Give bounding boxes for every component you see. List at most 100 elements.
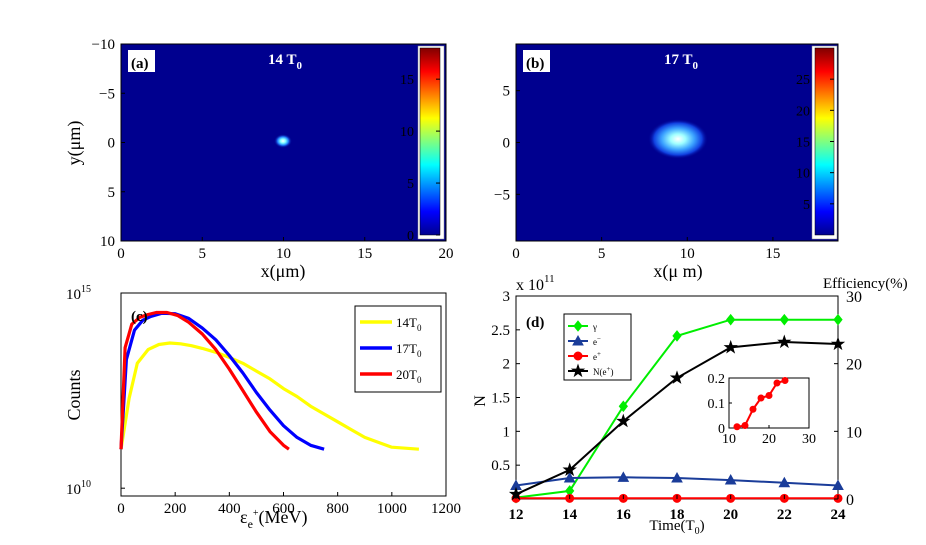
- inset-d: 10 20 30 0 0.1 0.2: [708, 372, 817, 447]
- c-xtick-label: 1000: [377, 501, 407, 517]
- a-cbtick-label: 5: [407, 177, 414, 192]
- panel-c-xlabel: εe+(MeV): [240, 507, 308, 531]
- c-xtick-label: 200: [164, 501, 187, 517]
- b-xtick-label: 5: [598, 246, 606, 262]
- c-xtick-label: 0: [117, 501, 125, 517]
- c-xtick-label: 400: [218, 501, 241, 517]
- b-cbtick-label: 5: [803, 198, 810, 213]
- d-legend-label: e+: [593, 350, 601, 362]
- inset-series-point: [757, 394, 765, 402]
- d-legend-label: γ: [592, 322, 597, 332]
- d-series-point-0: [618, 400, 628, 413]
- panel-d-y2label: Efficiency(%): [823, 276, 908, 292]
- legend-d: γ e− e+ N(e+): [563, 313, 632, 381]
- c-series-line-14t: [119, 341, 420, 451]
- c-legend-label: 20T0: [396, 367, 422, 385]
- c-ytick-label: 1010: [66, 479, 91, 498]
- panel-a-label: (a): [131, 56, 149, 72]
- d-series-point-0: [672, 330, 682, 342]
- panel-a-ylabel: y(μm): [64, 121, 85, 166]
- b-cbtick-label: 20: [796, 104, 810, 119]
- d-legend-marker: [572, 334, 584, 346]
- d-ytick-label: 1: [503, 424, 511, 440]
- c-xtick-label: 1200: [431, 501, 461, 517]
- c-xtick-label: 800: [326, 501, 349, 517]
- inset-series-point: [765, 392, 773, 399]
- inset-series-point: [773, 379, 781, 387]
- panel-b-label: (b): [526, 56, 544, 72]
- b-ytick-label: 0: [503, 136, 511, 152]
- panel-d-xlabel: Time(T0): [649, 518, 704, 537]
- inset-d-frame: [728, 377, 810, 429]
- panel-b-xlabel: x(μ m): [653, 261, 702, 282]
- d-y2tick-label: 10: [846, 424, 862, 441]
- a-ytick-label: 5: [108, 185, 116, 201]
- d-legend-marker: [573, 351, 583, 361]
- d-series-point-0: [779, 313, 789, 326]
- panel-c-label: (c): [131, 309, 148, 325]
- b-cbtick-label: 25: [796, 73, 810, 88]
- a-xtick-label: 15: [357, 246, 372, 262]
- d-series-point-1: [617, 471, 630, 482]
- d-y2tick-label: 30: [846, 289, 862, 306]
- d-legend-label: e−: [593, 335, 601, 347]
- d-xtick-label: 12: [509, 507, 524, 523]
- panel-b-title: 17 T0: [664, 52, 698, 72]
- d-ytick-label: 2: [503, 357, 511, 373]
- a-xtick-label: 5: [199, 246, 207, 262]
- a-xtick-label: 0: [117, 246, 125, 262]
- inset-series-point: [749, 405, 757, 413]
- panel-a-label-bg: [128, 50, 155, 72]
- d-series-point-0: [726, 313, 736, 326]
- d-xtick-label: 22: [777, 507, 792, 523]
- panel-d-yscale: x 1011: [516, 273, 555, 294]
- b-xtick-label: 10: [680, 246, 695, 262]
- d-series-point-3: [777, 334, 792, 349]
- d-series-point-1: [724, 474, 737, 485]
- panel-d-label: (d): [526, 315, 544, 331]
- d-y2tick-label: 0: [846, 492, 854, 509]
- inset-ytick-label: 0.2: [708, 372, 726, 387]
- inset-series-point: [733, 423, 741, 431]
- c-legend-label: 17T0: [396, 341, 422, 359]
- panel-c-ylabel: Counts: [64, 369, 84, 420]
- c-ytick-label: 1015: [66, 284, 91, 303]
- d-xtick-label: 18: [670, 507, 685, 523]
- panel-a-title: 14 T0: [268, 52, 302, 72]
- c-series-line-17t: [119, 311, 325, 451]
- d-ytick-label: 0.5: [491, 458, 510, 474]
- inset-xtick-label: 20: [762, 432, 776, 447]
- c-xtick-label: 600: [272, 501, 295, 517]
- d-series-point-0: [833, 313, 843, 326]
- d-ytick-label: 2.5: [491, 323, 510, 339]
- heatmap-b-blob: [648, 119, 708, 159]
- d-series-point-3: [669, 370, 685, 384]
- d-series-point-1: [563, 471, 576, 483]
- panel-b-label-bg: [523, 50, 550, 72]
- a-xtick-label: 10: [276, 246, 291, 262]
- d-xtick-label: 24: [831, 507, 847, 523]
- inset-series-point: [781, 377, 789, 384]
- d-series-point-1: [778, 476, 791, 488]
- panel-c: (c) 0 200 400 600 800 1000 1200 1015 1010 εe+(M…: [64, 284, 461, 531]
- a-cbtick-label: 15: [400, 73, 414, 88]
- b-cbtick-label: 10: [796, 167, 810, 182]
- panel-d: (d) 12 14 16 18 20 22 24 0.511.522.53 0102030 …: [472, 273, 908, 537]
- inset-xtick-label: 30: [802, 432, 816, 447]
- b-ytick-label: 5: [503, 84, 511, 100]
- panel-b: (b) 17 T0 0 5 10 15 5 0 −5 x(μ m) 5 10 15 20 25: [494, 43, 839, 282]
- inset-ytick-label: 0.1: [708, 397, 726, 412]
- c-series-line-20t: [119, 310, 290, 451]
- legend-c: 14T0 17T0 20T0: [354, 305, 442, 393]
- d-ytick-label: 3: [503, 289, 511, 305]
- a-cbtick-label: 0: [407, 229, 414, 244]
- b-cbtick-label: 15: [796, 136, 810, 151]
- d-xtick-label: 16: [616, 507, 632, 523]
- a-cbtick-label: 10: [400, 125, 414, 140]
- b-ytick-label: −5: [494, 187, 510, 203]
- a-ytick-label: −10: [92, 37, 115, 53]
- b-xtick-label: 0: [512, 246, 520, 262]
- a-ytick-label: 10: [100, 234, 115, 250]
- d-ytick-label: 1.5: [491, 391, 510, 407]
